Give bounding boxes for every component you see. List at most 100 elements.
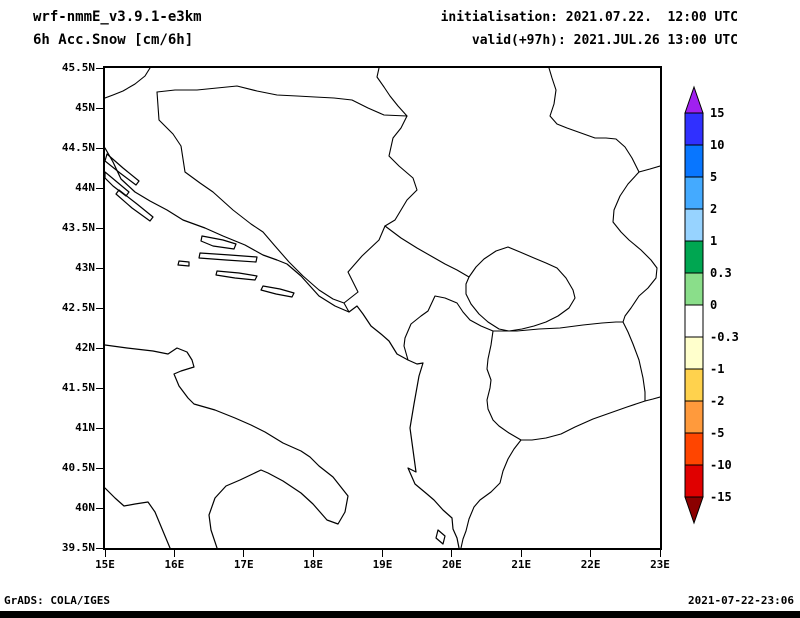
colorbar-level-label: 0 <box>710 298 717 312</box>
lat-tick-label: 42.5N <box>61 301 95 314</box>
lat-tick <box>96 308 103 309</box>
lat-tick <box>96 268 103 269</box>
lon-tick <box>520 550 522 557</box>
border-montenegro-bosnia <box>343 225 386 313</box>
colorbar-level-label: 10 <box>710 138 724 152</box>
lon-tick <box>243 550 245 557</box>
lon-tick-label: 19E <box>372 558 393 571</box>
border-slovenia-croatia <box>105 68 151 99</box>
border-albania-macedonia <box>486 330 522 441</box>
map-canvas <box>105 68 660 548</box>
colorbar-segment <box>684 368 704 402</box>
lat-tick-label: 44.5N <box>61 141 95 154</box>
border-sava-north <box>156 85 408 117</box>
lat-tick-label: 40N <box>75 501 95 514</box>
lat-tick-label: 41N <box>75 421 95 434</box>
lat-tick <box>96 508 103 509</box>
lon-tick <box>659 550 661 557</box>
lat-tick <box>96 228 103 229</box>
border-albania-greece <box>460 439 522 548</box>
island-korcula <box>215 270 258 281</box>
colorbar-level-label: -0.3 <box>710 330 739 344</box>
colorbar-level-label: -2 <box>710 394 724 408</box>
lon-tick <box>104 550 106 557</box>
lon-tick <box>382 550 383 557</box>
border-bosnia-west <box>156 91 345 304</box>
lat-tick <box>96 468 103 469</box>
colorbar-arrow-top <box>684 85 704 114</box>
model-name: wrf-nmmE_v3.9.1-e3km <box>33 9 202 25</box>
lon-tick-label: 22E <box>580 558 601 571</box>
lat-tick <box>96 428 103 429</box>
lon-tick <box>451 550 453 557</box>
colorbar-level-label: 0.3 <box>710 266 732 280</box>
lon-tick-label: 20E <box>441 558 462 571</box>
colorbar-level-label: -5 <box>710 426 724 440</box>
border-serbia-romania-danube <box>548 68 660 173</box>
lon-tick-label: 15E <box>95 558 115 571</box>
lat-tick-label: 44N <box>75 181 95 194</box>
colorbar-level-label: 15 <box>710 106 724 120</box>
colorbar-segment <box>684 176 704 210</box>
border-drina <box>384 115 418 227</box>
island-kornati <box>115 189 154 222</box>
lat-tick-label: 45.5N <box>61 61 95 74</box>
colorbar-segment <box>684 336 704 370</box>
lat-tick <box>96 348 103 349</box>
border-montenegro-albania <box>403 295 494 361</box>
lon-tick-label: 17E <box>233 558 254 571</box>
border-macedonia-north <box>492 321 624 332</box>
lat-tick-label: 43N <box>75 261 95 274</box>
colorbar-segment <box>684 464 704 498</box>
colorbar-level-label: -10 <box>710 458 732 472</box>
colorbar-level-label: -15 <box>710 490 732 504</box>
colorbar-arrow-bottom <box>684 496 704 525</box>
island-corfu <box>435 529 446 545</box>
colorbar-segment <box>684 304 704 338</box>
island-dugi-otok <box>105 153 140 186</box>
colorbar-level-label: 2 <box>710 202 717 216</box>
grads-credit: GrADS: COLA/IGES <box>4 594 110 607</box>
island-vis <box>177 260 190 267</box>
colorbar: 15 10 5 2 1 0.3 0 -0.3 -1 -2 -5 -10 -15 <box>683 85 753 541</box>
coastlines <box>105 147 460 548</box>
border-croatia-serbia <box>376 68 408 117</box>
lat-tick-label: 40.5N <box>61 461 95 474</box>
lat-tick-label: 41.5N <box>61 381 95 394</box>
lat-tick-label: 43.5N <box>61 221 95 234</box>
lon-tick-label: 16E <box>164 558 185 571</box>
lat-tick <box>96 188 103 189</box>
colorbar-svg: 15 10 5 2 1 0.3 0 -0.3 -1 -2 -5 -10 -15 <box>684 85 739 525</box>
product-title: 6h Acc.Snow [cm/6h] <box>33 32 194 48</box>
lat-tick <box>96 388 103 389</box>
lat-tick-label: 45N <box>75 101 95 114</box>
colorbar-segment <box>684 144 704 178</box>
border-montenegro-serbia <box>384 225 470 278</box>
island-mljet <box>260 285 295 298</box>
border-kosovo <box>465 246 576 332</box>
lat-tick <box>96 548 103 549</box>
island-brac <box>200 235 237 250</box>
lat-tick <box>96 68 103 69</box>
colorbar-level-label: 5 <box>710 170 717 184</box>
lon-tick-label: 18E <box>303 558 324 571</box>
valid-time: valid(+97h): 2021.JUL.26 13:00 UTC <box>471 33 738 48</box>
colorbar-segment <box>684 208 704 242</box>
bottom-bar <box>0 611 800 618</box>
header-right: initialisation: 2021.07.22. 12:00 UTC va… <box>441 6 738 52</box>
border-macedonia-bulgaria <box>622 321 660 402</box>
lon-tick-label: 21E <box>511 558 532 571</box>
border-macedonia-greece <box>520 400 646 441</box>
lon-tick <box>312 550 314 557</box>
lon-tick <box>173 550 175 557</box>
colorbar-segment <box>684 432 704 466</box>
colorbar-segment <box>684 112 704 146</box>
lon-tick <box>590 550 592 557</box>
lat-tick-label: 39.5N <box>61 541 95 554</box>
coast-italy-adriatic <box>105 344 349 548</box>
lon-tick-label: 23E <box>650 558 670 571</box>
header-left: wrf-nmmE_v3.9.1-e3km 6h Acc.Snow [cm/6h] <box>33 6 202 52</box>
island-hvar <box>198 252 258 263</box>
colorbar-segment <box>684 240 704 274</box>
